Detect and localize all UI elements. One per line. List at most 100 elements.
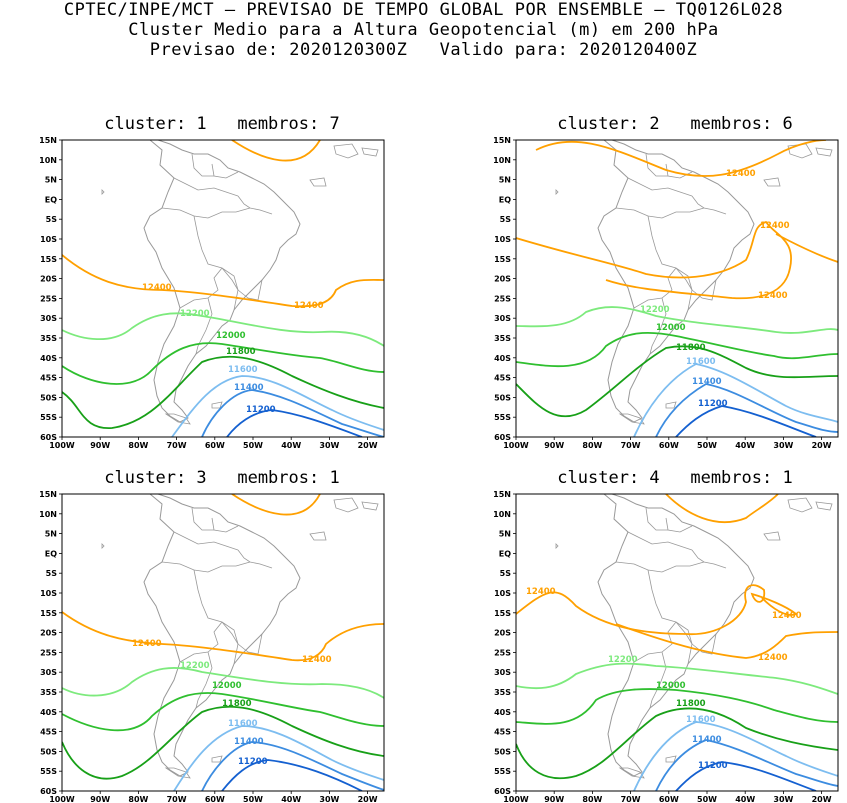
island-outline	[665, 401, 677, 409]
lat-tick-label: 25S	[494, 648, 511, 657]
lon-tick-label: 70W	[167, 795, 187, 803]
country-border	[675, 621, 693, 665]
country-border	[633, 621, 677, 663]
lat-tick-label: 10S	[40, 235, 57, 244]
lat-tick-label: 60S	[494, 787, 511, 796]
contour-line-12000	[62, 692, 384, 732]
country-border	[211, 517, 239, 533]
country-border	[179, 621, 223, 663]
lon-tick-label: 90W	[544, 441, 564, 450]
country-border	[645, 153, 668, 177]
country-border	[221, 267, 239, 311]
lat-tick-label: 60S	[40, 433, 57, 442]
lat-tick-label: 35S	[494, 688, 511, 697]
lat-tick-label: 40S	[40, 708, 57, 717]
map-panel-4-content: 12400 12400 12400 12200 12000 11800 11600 11400…	[516, 494, 838, 791]
lat-tick-label: 5N	[45, 530, 57, 539]
contour-label-12400: 12400	[758, 291, 788, 301]
contour-line-12400	[615, 623, 838, 659]
lon-tick-label: 100W	[503, 795, 529, 803]
lat-tick-label: 10N	[39, 510, 57, 519]
contour-line-12400	[535, 140, 827, 177]
lat-tick-label: 45S	[494, 728, 511, 737]
contour-label-11200: 11200	[698, 399, 728, 409]
country-border	[191, 153, 214, 177]
lat-tick-label: 20S	[40, 275, 57, 284]
island-outline	[787, 497, 813, 513]
lat-tick-label: 10N	[39, 156, 57, 165]
country-border	[665, 517, 693, 533]
lat-tick-label: 55S	[40, 413, 57, 422]
island-outline	[101, 543, 105, 549]
lat-tick-label: 10S	[494, 235, 511, 244]
contour-line-12200	[62, 667, 384, 699]
island-outline	[763, 531, 781, 541]
contour-label-12400: 12400	[758, 653, 788, 663]
contour-line-12400	[775, 233, 838, 263]
contour-line-11200	[226, 409, 363, 437]
country-border	[627, 177, 693, 197]
country-border	[615, 207, 705, 219]
contour-label-11800: 11800	[222, 699, 252, 709]
lat-tick-label: 20S	[40, 629, 57, 638]
contour-label-12400: 12400	[302, 655, 332, 665]
lon-tick-label: 70W	[621, 441, 641, 450]
contour-label-11200: 11200	[698, 761, 728, 771]
country-border	[193, 569, 239, 645]
lat-tick-label: 5N	[45, 176, 57, 185]
island-outline	[211, 755, 223, 763]
contour-label-12400: 12400	[294, 301, 324, 311]
map-panel-4: 12400 12400 12400 12200 12000 11800 11600 11400…	[493, 490, 839, 803]
lat-tick-label: EQ	[499, 549, 511, 558]
contour-label-12400: 12400	[726, 169, 756, 179]
lon-tick-label: 70W	[167, 441, 187, 450]
lon-tick-label: 50W	[697, 441, 717, 450]
map-panel-1: 12400 12400 12200 12000 11800 11600 11400 11200…	[39, 136, 385, 450]
country-border	[173, 531, 239, 551]
panel-4-title: cluster: 4 membros: 1	[557, 468, 793, 488]
lat-tick-label: 55S	[494, 767, 511, 776]
contour-line-12200	[516, 662, 838, 695]
lat-tick-label: 45S	[40, 728, 57, 737]
lon-tick-label: 100W	[49, 795, 75, 803]
lon-tick-label: 60W	[659, 795, 679, 803]
contour-line-12400	[231, 140, 321, 162]
contour-line-11400	[201, 741, 384, 791]
country-border	[627, 531, 693, 551]
lat-tick-label: 40S	[40, 354, 57, 363]
country-border	[211, 163, 239, 179]
contour-line-11800	[516, 345, 838, 418]
lat-tick-label: 5S	[46, 569, 58, 578]
contour-label-11400: 11400	[692, 735, 722, 745]
lon-tick-label: 40W	[281, 441, 301, 450]
country-border	[195, 297, 213, 355]
lat-tick-label: 35S	[40, 688, 57, 697]
island-outline	[763, 177, 781, 187]
lat-tick-label: 5S	[500, 569, 512, 578]
lat-tick-label: 15S	[494, 255, 511, 264]
lat-tick-label: 50S	[40, 393, 57, 402]
panel-3-title: cluster: 3 membros: 1	[104, 468, 340, 488]
lon-tick-label: 100W	[49, 441, 75, 450]
island-outline	[815, 147, 833, 157]
lon-tick-label: 30W	[773, 795, 793, 803]
country-border	[179, 267, 223, 309]
lon-tick-label: 40W	[735, 795, 755, 803]
lat-tick-label: 5N	[499, 176, 511, 185]
contour-line-11600	[171, 375, 384, 437]
contour-label-12200: 12200	[640, 305, 670, 315]
lon-tick-label: 20W	[358, 441, 378, 450]
lat-tick-label: 30S	[40, 668, 57, 677]
country-border	[237, 549, 273, 569]
contour-label-11200: 11200	[238, 757, 268, 767]
lon-tick-label: 90W	[544, 795, 564, 803]
lon-tick-label: 50W	[243, 441, 263, 450]
country-border	[649, 651, 667, 709]
contour-label-11600: 11600	[686, 715, 716, 725]
contour-line-11600	[633, 721, 838, 791]
island-outline	[211, 401, 223, 409]
lat-tick-label: 25S	[40, 294, 57, 303]
island-outline	[164, 767, 191, 779]
lat-tick-label: 20S	[494, 629, 511, 638]
